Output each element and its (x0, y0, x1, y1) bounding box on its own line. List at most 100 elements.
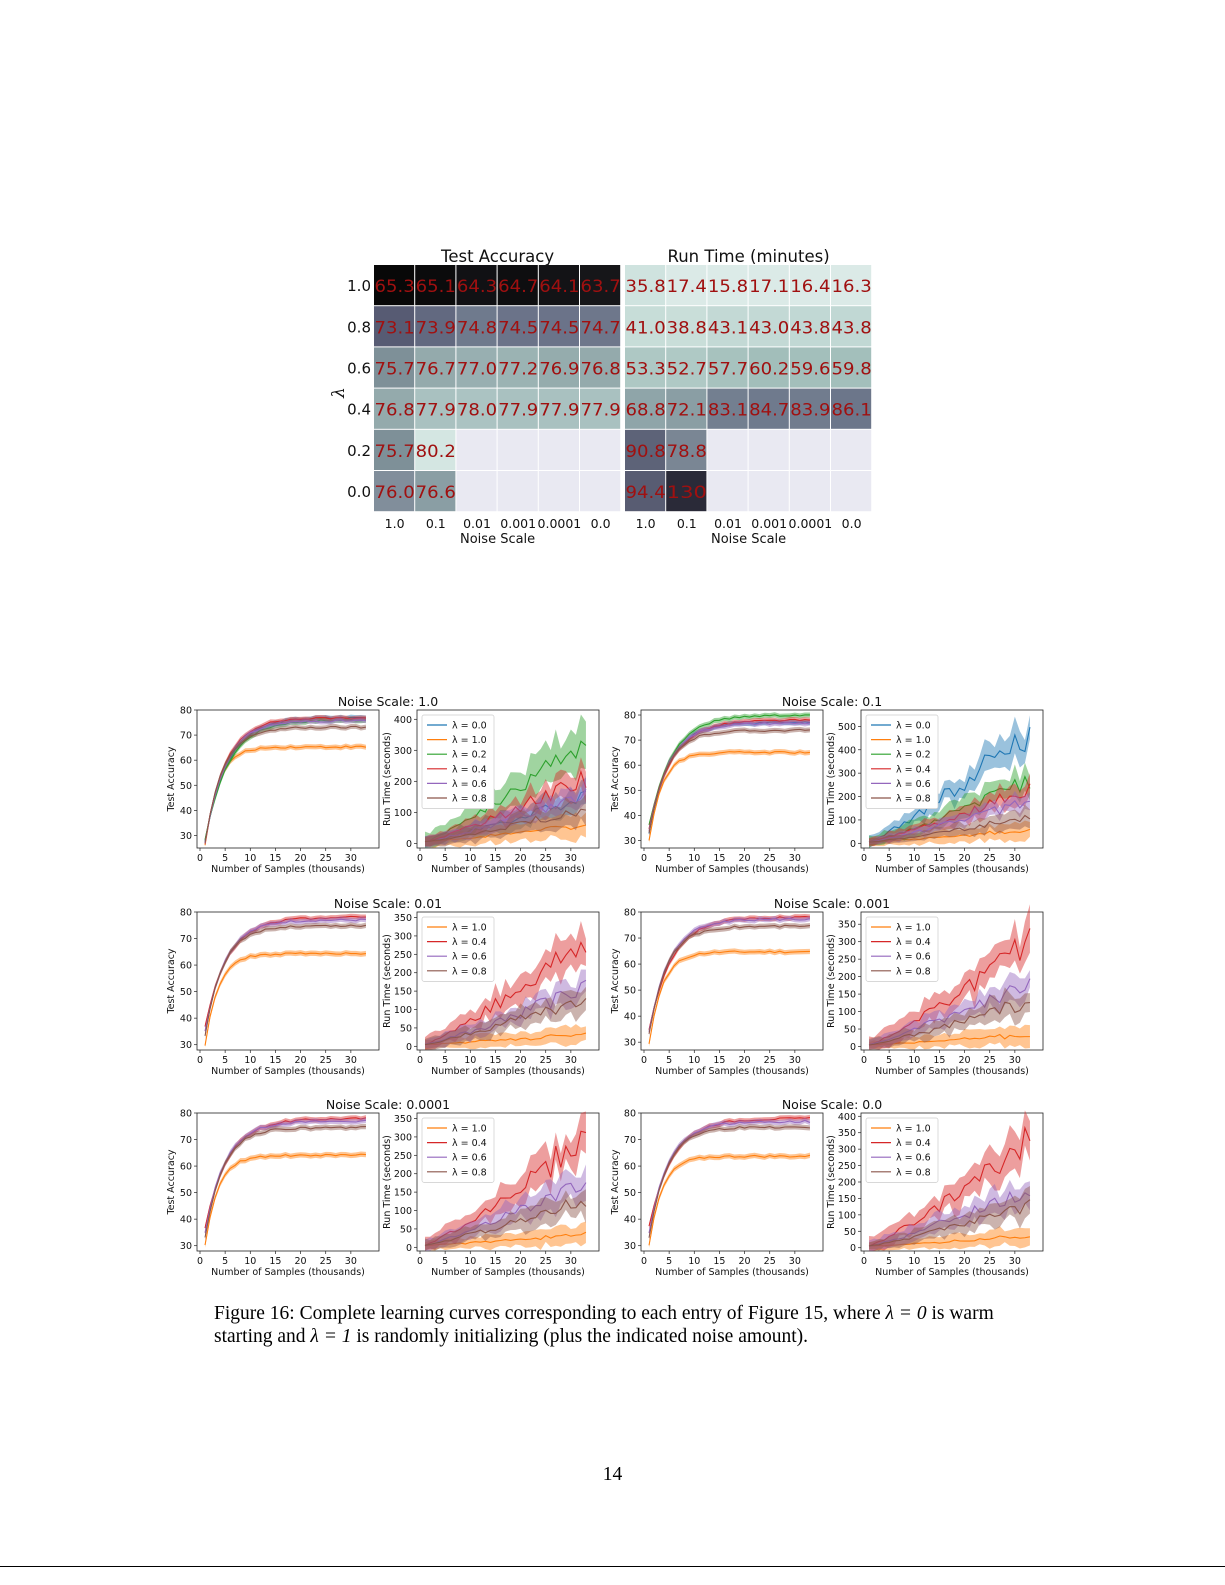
series-line (869, 1235, 1031, 1247)
legend-label: λ = 0.6 (896, 952, 931, 963)
series-band (425, 1111, 586, 1251)
heatmap-cell-label: 94.4 (626, 483, 666, 503)
series-band (869, 790, 1030, 845)
legend-box (865, 1117, 939, 1183)
y-tick-label: 200 (838, 792, 856, 803)
x-tick-label: 20 (959, 853, 971, 864)
series-line (204, 1153, 366, 1246)
legend-label: λ = 0.6 (896, 779, 931, 790)
heatmap-title: Test Accuracy (440, 247, 554, 266)
heatmap-cell (456, 429, 497, 470)
heatmap-cell (625, 265, 666, 306)
y-tick-label: 80 (180, 706, 192, 717)
series-line (424, 1130, 587, 1247)
y-tick-label: 40 (624, 811, 636, 822)
heatmap-col-label: 0.001 (500, 516, 536, 531)
x-tick-label: 0 (861, 1055, 867, 1066)
y-tick-label: 200 (394, 777, 412, 788)
x-tick-label: 0 (641, 853, 647, 864)
legend-box (865, 916, 939, 982)
heatmap-cell-label: 17.4 (667, 277, 707, 297)
heatmap-cell (415, 388, 456, 429)
y-tick-label: 60 (180, 961, 192, 972)
runtime-panel: 0 50 100 150 200 250 300 350 400 0 5 10 15 20 25 30Numb… (826, 1110, 1044, 1278)
x-tick-label: 25 (764, 1256, 776, 1267)
x-tick-label: 0 (197, 1256, 203, 1267)
y-tick-label: 50 (180, 987, 192, 998)
heatmap-col-label: 0.0 (842, 516, 862, 531)
legend-label: λ = 0.2 (452, 750, 487, 761)
series-band (869, 970, 1030, 1049)
page-number: 14 (602, 1464, 623, 1485)
y-tick-label: 350 (394, 1114, 412, 1125)
heatmap-cell (748, 388, 789, 429)
learning-curve-title: Noise Scale: 0.0 (782, 1097, 882, 1112)
series-band (425, 714, 586, 848)
y-tick-label: 250 (838, 955, 856, 966)
heatmap-cell-label: 84.7 (749, 401, 789, 421)
learning-curve-title: Noise Scale: 0.001 (774, 896, 890, 911)
y-tick-label: 0 (850, 1042, 856, 1053)
x-axis-label: Number of Samples (thousands) (211, 864, 365, 875)
heatmap-cell (831, 388, 872, 429)
heatmap-cell (707, 388, 748, 429)
heatmap-cell-label: 75.7 (375, 360, 415, 380)
caption-suffix: is randomly initializing (plus the indic… (351, 1326, 809, 1347)
series-line (868, 814, 1031, 843)
heatmap-cell (666, 347, 707, 388)
series-band (425, 794, 586, 847)
x-tick-label: 5 (886, 1055, 892, 1066)
y-axis-label: Test Accuracy (166, 1149, 177, 1215)
y-tick-label: 500 (838, 722, 856, 733)
x-tick-label: 0 (641, 1256, 647, 1267)
series-line (648, 950, 810, 1044)
heatmap-cell-label: 83.9 (790, 401, 830, 421)
x-tick-label: 0 (861, 853, 867, 864)
x-tick-label: 5 (222, 853, 228, 864)
heatmap-cell-label: 17.1 (749, 277, 789, 297)
heatmap-cell (538, 429, 579, 470)
x-tick-label: 15 (489, 853, 501, 864)
y-tick-label: 60 (624, 761, 636, 772)
series-band (425, 920, 586, 1050)
legend-label: λ = 0.8 (896, 1167, 931, 1178)
x-axis-label: Number of Samples (thousands) (211, 1267, 365, 1278)
series-line (648, 924, 811, 1034)
legend-label: λ = 0.4 (452, 1138, 487, 1149)
heatmap-col-label: 0.0 (591, 516, 611, 531)
heatmap-cell-label: 59.8 (832, 360, 872, 380)
x-tick-label: 10 (688, 1055, 700, 1066)
heatmap-title: Run Time (minutes) (668, 247, 830, 266)
heatmap-cell-label: 77.9 (416, 401, 456, 421)
caption-lambda-zero: λ = 0 (885, 1303, 927, 1324)
heatmap-row-label: 0.4 (347, 401, 371, 419)
legend-label: λ = 0.6 (452, 779, 487, 790)
heatmap-cell-label: 76.7 (416, 360, 456, 380)
series-line (204, 716, 366, 844)
heatmap-cell-label: 80.2 (416, 442, 456, 462)
y-tick-label: 250 (838, 1161, 856, 1172)
legend-label: λ = 0.4 (452, 937, 487, 948)
legend-label: λ = 0.6 (896, 1153, 931, 1164)
heatmap-cell-label: 73.1 (375, 318, 415, 338)
x-axis-label: Number of Samples (thousands) (875, 1267, 1029, 1278)
footer-rule (0, 1566, 1225, 1567)
y-tick-label: 200 (394, 1169, 412, 1180)
y-tick-label: 0 (406, 1243, 412, 1254)
heatmap-cell (748, 347, 789, 388)
series-line (424, 1231, 587, 1247)
heatmap-cell (831, 306, 872, 347)
heatmap-cell (538, 306, 579, 347)
y-tick-label: 300 (394, 931, 412, 942)
x-tick-label: 10 (688, 853, 700, 864)
y-tick-label: 50 (400, 1023, 412, 1034)
heatmap-row-label: 1.0 (347, 277, 371, 295)
heatmap-cell (625, 388, 666, 429)
heatmap-cell (415, 347, 456, 388)
runtime-panel: 0 50 100 150 200 250 300 350 0 5 10 15 20 25 30Number … (382, 911, 600, 1077)
heatmap-row-label: 0.6 (347, 360, 371, 378)
heatmap-cell-label: 76.0 (375, 483, 415, 503)
heatmap-cell-label: 76.6 (416, 483, 456, 503)
heatmap-cell (625, 471, 666, 512)
